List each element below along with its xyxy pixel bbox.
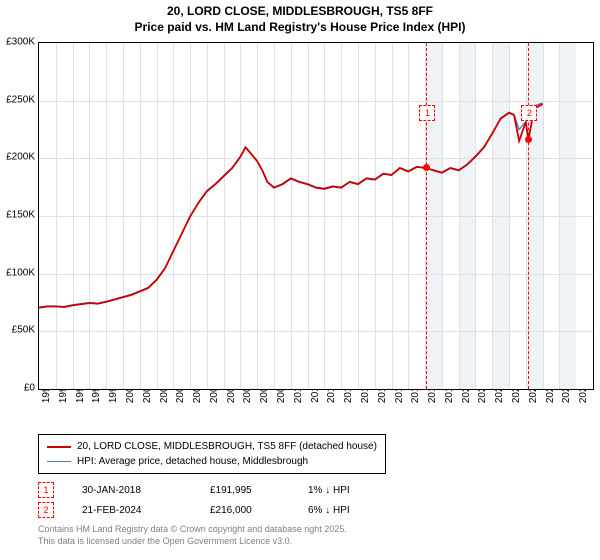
y-tick-label: £200K	[6, 152, 35, 163]
legend-item-hpi: HPI: Average price, detached house, Midd…	[47, 454, 377, 469]
y-tick-label: £100K	[6, 267, 35, 278]
sale-marker-2: 2	[38, 502, 54, 518]
chart-svg	[39, 43, 593, 389]
sale-delta: 1% ↓ HPI	[308, 485, 398, 496]
chart-container: 20, LORD CLOSE, MIDDLESBROUGH, TS5 8FF P…	[0, 0, 600, 560]
series-hpi	[39, 103, 543, 307]
chart-title: 20, LORD CLOSE, MIDDLESBROUGH, TS5 8FF P…	[0, 0, 600, 35]
table-row: 2 21-FEB-2024 £216,000 6% ↓ HPI	[38, 500, 590, 520]
table-row: 1 30-JAN-2018 £191,995 1% ↓ HPI	[38, 480, 590, 500]
chart-marker-dot-1	[423, 164, 430, 171]
chart-marker-1: 1	[419, 105, 435, 121]
chart-plot-area: 12	[38, 42, 594, 390]
legend-swatch-price	[47, 446, 71, 448]
series-price_paid	[39, 104, 543, 308]
legend-label-price: 20, LORD CLOSE, MIDDLESBROUGH, TS5 8FF (…	[77, 439, 377, 454]
y-tick-label: £150K	[6, 210, 35, 221]
sale-date: 30-JAN-2018	[82, 485, 182, 496]
sale-price: £191,995	[210, 485, 280, 496]
sale-date: 21-FEB-2024	[82, 505, 182, 516]
title-subtitle: Price paid vs. HM Land Registry's House …	[0, 20, 600, 36]
sales-table: 1 30-JAN-2018 £191,995 1% ↓ HPI 2 21-FEB…	[38, 480, 590, 520]
y-tick-label: £300K	[6, 37, 35, 48]
sale-delta: 6% ↓ HPI	[308, 505, 398, 516]
y-tick-label: £250K	[6, 94, 35, 105]
sale-marker-1: 1	[38, 482, 54, 498]
footer-line2: This data is licensed under the Open Gov…	[38, 536, 347, 548]
chart-marker-2: 2	[521, 105, 537, 121]
legend-swatch-hpi	[47, 461, 71, 462]
title-address: 20, LORD CLOSE, MIDDLESBROUGH, TS5 8FF	[0, 4, 600, 20]
footer-line1: Contains HM Land Registry data © Crown c…	[38, 524, 347, 536]
y-tick-label: £0	[24, 383, 35, 394]
y-tick-label: £50K	[12, 325, 35, 336]
legend-item-price: 20, LORD CLOSE, MIDDLESBROUGH, TS5 8FF (…	[47, 439, 377, 454]
sale-price: £216,000	[210, 505, 280, 516]
legend: 20, LORD CLOSE, MIDDLESBROUGH, TS5 8FF (…	[38, 434, 386, 474]
footer-attribution: Contains HM Land Registry data © Crown c…	[38, 524, 347, 547]
legend-label-hpi: HPI: Average price, detached house, Midd…	[77, 454, 308, 469]
